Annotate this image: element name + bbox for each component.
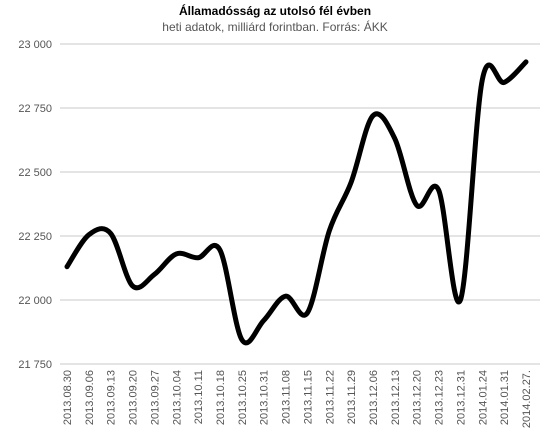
y-tick-label: 22 250 [18,231,52,243]
x-tick-label: 2013.12.31 [455,370,467,425]
x-tick-label: 2013.12.06 [368,370,380,425]
x-tick-label: 2013.08.30 [62,370,74,425]
data-line [64,59,529,346]
x-tick-label: 2013.10.04 [171,370,183,425]
x-tick-label: 2013.09.20 [128,370,140,425]
x-tick-label: 2013.11.15 [302,370,314,424]
x-tick-label: 2014.01.24 [477,370,489,425]
x-tick-label: 2013.11.08 [281,370,293,424]
x-tick-label: 2013.09.06 [84,370,96,425]
y-tick-label: 23 000 [18,39,52,51]
x-tick-label: 2014.02.27. [521,370,533,428]
y-tick-label: 21 750 [18,359,52,371]
y-tick-label: 22 750 [18,103,52,115]
x-tick-label: 2013.10.11 [193,370,205,424]
y-tick-label: 22 500 [18,167,52,179]
y-tick-label: 22 000 [18,295,52,307]
x-tick-label: 2014.01.31 [499,370,511,425]
x-tick-label: 2013.09.13 [106,370,118,425]
chart-title: Államadósság az utolsó fél évben [179,3,371,18]
x-tick-label: 2013.12.23 [434,370,446,425]
x-tick-label: 2013.11.29 [346,370,358,424]
x-tick-label: 2013.10.31 [259,370,271,425]
x-tick-label: 2013.12.13 [390,370,402,425]
x-tick-label: 2013.09.27 [149,370,161,425]
x-tick-label: 2013.11.22 [324,370,336,424]
chart-subtitle: heti adatok, milliárd forintban. Forrás:… [162,19,387,34]
x-tick-label: 2013.12.20 [412,370,424,425]
x-tick-label: 2013.10.18 [215,370,227,425]
x-tick-label: 2013.10.25 [237,370,249,425]
